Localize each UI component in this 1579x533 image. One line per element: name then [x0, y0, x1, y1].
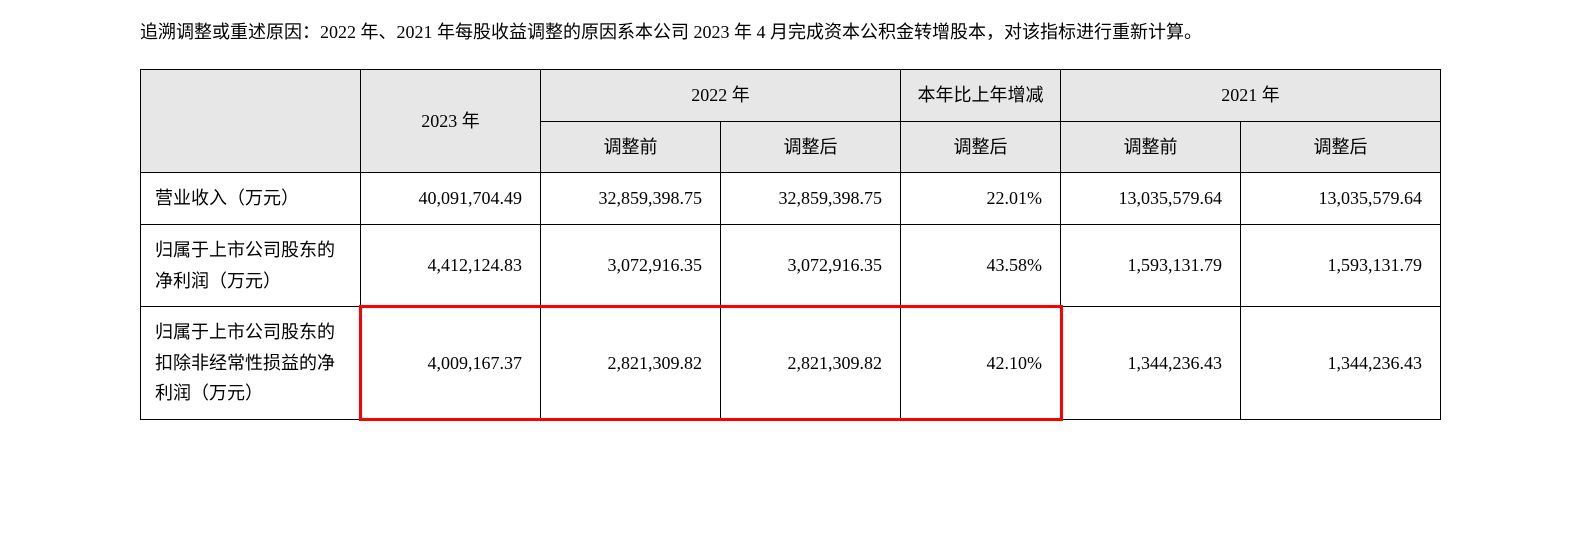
- cell-change: 43.58%: [901, 224, 1061, 306]
- cell-2022-before: 2,821,309.82: [541, 307, 721, 420]
- cell-2023: 4,412,124.83: [361, 224, 541, 306]
- cell-2021-before: 13,035,579.64: [1061, 173, 1241, 225]
- header-change-after: 调整后: [901, 121, 1061, 173]
- table-row: 归属于上市公司股东的扣除非经常性损益的净利润（万元） 4,009,167.37 …: [141, 307, 1441, 420]
- table-body: 营业收入（万元） 40,091,704.49 32,859,398.75 32,…: [141, 173, 1441, 420]
- cell-2021-before: 1,344,236.43: [1061, 307, 1241, 420]
- row-label: 归属于上市公司股东的扣除非经常性损益的净利润（万元）: [141, 307, 361, 420]
- header-2021-before: 调整前: [1061, 121, 1241, 173]
- cell-2021-after: 13,035,579.64: [1241, 173, 1441, 225]
- cell-2022-after: 2,821,309.82: [721, 307, 901, 420]
- cell-2022-before: 32,859,398.75: [541, 173, 721, 225]
- cell-2021-before: 1,593,131.79: [1061, 224, 1241, 306]
- row-label: 归属于上市公司股东的净利润（万元）: [141, 224, 361, 306]
- financial-table-wrapper: 2023 年 2022 年 本年比上年增减 2021 年 调整前 调整后 调整后…: [140, 69, 1439, 420]
- adjustment-note: 追溯调整或重述原因：2022 年、2021 年每股收益调整的原因系本公司 202…: [140, 15, 1439, 49]
- header-2022: 2022 年: [541, 70, 901, 122]
- cell-2021-after: 1,593,131.79: [1241, 224, 1441, 306]
- header-2021: 2021 年: [1061, 70, 1441, 122]
- table-row: 归属于上市公司股东的净利润（万元） 4,412,124.83 3,072,916…: [141, 224, 1441, 306]
- header-2023: 2023 年: [361, 70, 541, 173]
- cell-2022-after: 32,859,398.75: [721, 173, 901, 225]
- cell-2023: 40,091,704.49: [361, 173, 541, 225]
- header-2021-after: 调整后: [1241, 121, 1441, 173]
- header-change: 本年比上年增减: [901, 70, 1061, 122]
- cell-2021-after: 1,344,236.43: [1241, 307, 1441, 420]
- cell-2022-after: 3,072,916.35: [721, 224, 901, 306]
- header-blank: [141, 70, 361, 173]
- table-row: 营业收入（万元） 40,091,704.49 32,859,398.75 32,…: [141, 173, 1441, 225]
- cell-2022-before: 3,072,916.35: [541, 224, 721, 306]
- row-label: 营业收入（万元）: [141, 173, 361, 225]
- cell-change: 22.01%: [901, 173, 1061, 225]
- header-row-1: 2023 年 2022 年 本年比上年增减 2021 年: [141, 70, 1441, 122]
- header-2022-after: 调整后: [721, 121, 901, 173]
- cell-change: 42.10%: [901, 307, 1061, 420]
- cell-2023: 4,009,167.37: [361, 307, 541, 420]
- header-2022-before: 调整前: [541, 121, 721, 173]
- financial-table: 2023 年 2022 年 本年比上年增减 2021 年 调整前 调整后 调整后…: [140, 69, 1441, 420]
